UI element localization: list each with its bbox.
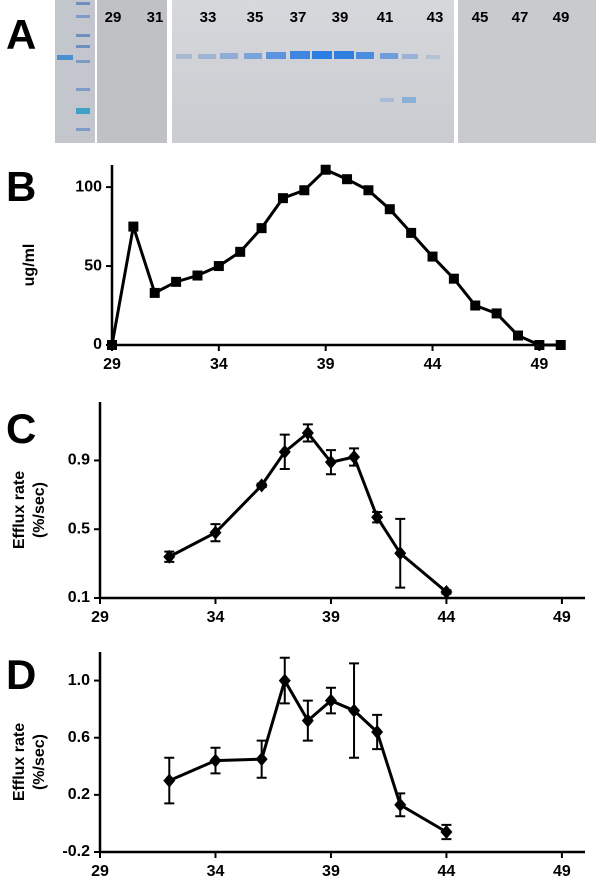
data-point <box>448 273 459 284</box>
data-point <box>555 340 566 350</box>
data-point <box>534 340 545 350</box>
data-point <box>440 584 453 599</box>
lane-label: 29 <box>105 9 122 26</box>
y-tick-label: 0.6 <box>68 729 90 746</box>
x-tick-label: 34 <box>207 609 225 626</box>
data-line <box>110 167 561 347</box>
lane-label: 47 <box>512 9 529 26</box>
data-point <box>342 174 353 185</box>
x-tick-label: 39 <box>322 863 340 880</box>
data-point <box>255 478 268 493</box>
data-point <box>371 725 384 739</box>
data-point <box>320 164 331 175</box>
data-point <box>394 797 407 812</box>
data-point <box>301 425 314 440</box>
x-tick-label: 39 <box>322 609 340 626</box>
data-point <box>299 185 310 196</box>
x-tick-label: 34 <box>207 863 225 880</box>
data-line <box>168 676 448 834</box>
y-tick-label: -0.2 <box>62 843 90 860</box>
y-tick-label: 50 <box>84 257 102 274</box>
x-tick-label: 29 <box>91 609 109 626</box>
data-point <box>301 713 314 728</box>
y-tick-label: 0.1 <box>68 589 90 606</box>
y-tick-label: 100 <box>75 178 102 195</box>
panel-label: B <box>6 163 36 210</box>
lane-label: 35 <box>247 9 264 26</box>
y-axis-label: Efflux rate <box>11 723 28 801</box>
x-tick-label: 44 <box>438 609 456 626</box>
y-tick-label: 0.5 <box>68 520 90 537</box>
data-point <box>255 752 268 767</box>
data-point <box>235 246 246 257</box>
x-tick-label: 49 <box>553 609 571 626</box>
data-point <box>348 703 361 718</box>
data-point <box>213 261 224 272</box>
lane-label: 39 <box>332 9 349 26</box>
data-point <box>394 546 407 561</box>
data-point <box>324 693 337 708</box>
x-tick-label: 44 <box>424 356 442 373</box>
panel-label: C <box>6 405 36 452</box>
data-point <box>256 223 267 234</box>
data-line <box>168 430 448 594</box>
panel-label: A <box>6 11 36 58</box>
data-point <box>470 300 481 311</box>
data-point <box>427 251 438 262</box>
data-point <box>406 227 417 238</box>
data-point <box>277 193 288 204</box>
y-tick-label: 0.9 <box>68 452 90 469</box>
data-point <box>363 185 374 196</box>
y-tick-label: 1.0 <box>68 672 90 689</box>
data-point <box>163 773 176 788</box>
data-point <box>348 450 361 465</box>
data-point <box>163 549 176 564</box>
lane-label: 31 <box>147 9 164 26</box>
y-axis-label: (%/sec) <box>31 734 48 790</box>
data-point <box>278 673 291 688</box>
lane-label: 49 <box>553 9 570 26</box>
data-point <box>128 221 139 232</box>
data-point <box>491 308 502 319</box>
panel-label: D <box>6 651 36 698</box>
data-point <box>324 455 337 470</box>
lane-label: 37 <box>290 9 307 26</box>
x-tick-label: 39 <box>317 356 335 373</box>
data-point <box>107 340 117 350</box>
x-tick-label: 34 <box>210 356 228 373</box>
x-tick-label: 44 <box>438 863 456 880</box>
gel-image <box>55 0 596 143</box>
y-tick-label: 0 <box>93 336 102 353</box>
data-point <box>371 510 384 525</box>
lane-label: 43 <box>427 9 444 26</box>
y-axis-label: ug/ml <box>21 244 38 287</box>
data-point <box>171 276 182 287</box>
data-point <box>384 204 395 215</box>
data-point <box>278 444 291 459</box>
lane-label: 45 <box>472 9 489 26</box>
data-point <box>209 753 222 768</box>
lane-label: 33 <box>200 9 217 26</box>
data-point <box>209 525 222 540</box>
x-tick-label: 49 <box>530 356 548 373</box>
lane-label: 41 <box>377 9 394 26</box>
data-point <box>192 270 203 281</box>
y-axis-label: (%/sec) <box>31 482 48 538</box>
y-tick-label: 0.2 <box>68 786 90 803</box>
data-point <box>512 330 523 341</box>
data-point <box>149 287 160 298</box>
x-tick-label: 29 <box>91 863 109 880</box>
y-axis-label: Efflux rate <box>11 471 28 549</box>
x-tick-label: 49 <box>553 863 571 880</box>
x-tick-label: 29 <box>103 356 121 373</box>
data-point <box>440 825 453 839</box>
